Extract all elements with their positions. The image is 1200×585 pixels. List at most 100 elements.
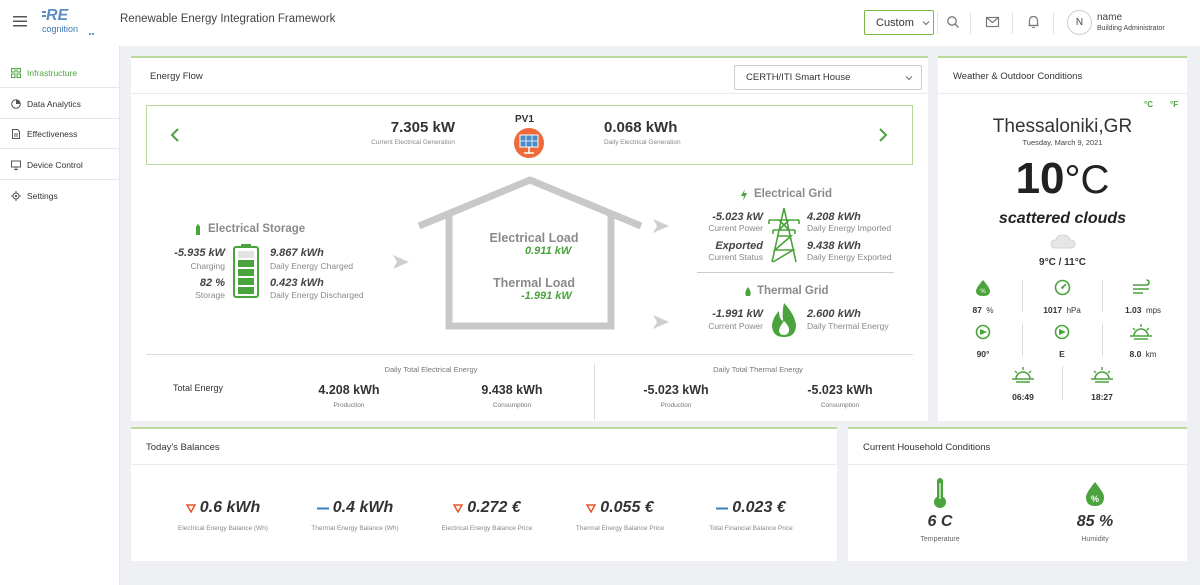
balance-item: 0.4 kWh Thermal Energy Balance (Wh)	[293, 499, 417, 532]
household-card: Current Household Conditions 6 C Tempera…	[848, 427, 1187, 561]
household-temperature-value: 6 C	[927, 513, 953, 530]
sunrise-value: 06:49	[1012, 392, 1034, 402]
trend-down-icon	[586, 503, 597, 513]
sidebar-item-label: Infrastructure	[27, 67, 78, 78]
pv-current-label: Current Electrical Generation	[371, 139, 455, 146]
weather-title: Weather & Outdoor Conditions	[953, 71, 1083, 82]
pv-daily-label: Daily Electrical Generation	[604, 139, 681, 146]
balance-value: 0.272 €	[467, 499, 521, 516]
grid-exported-label: Daily Energy Exported	[807, 252, 892, 262]
sidebar-item-label: Device Control	[27, 159, 83, 170]
battery-cell	[238, 260, 254, 267]
thermal-totals-title: Daily Total Thermal Energy	[713, 365, 803, 374]
site-select-value: CERTH/ITI Smart House	[746, 72, 851, 83]
sunrise-icon	[1012, 367, 1034, 383]
solar-panel-icon	[514, 128, 544, 158]
trend-down-icon	[185, 503, 196, 513]
svg-text:%: %	[980, 289, 986, 295]
sidebar-item-effectiveness[interactable]: Effectiveness	[0, 119, 120, 149]
sidebar-item-data-analytics[interactable]: Data Analytics	[0, 89, 120, 119]
humidity-drop-icon: %	[1086, 482, 1104, 506]
pv-current-value: 7.305 kW	[390, 119, 455, 136]
card-header: Energy Flow	[131, 58, 928, 94]
balance-item: 0.6 kWh Electrical Energy Balance (Wh)	[161, 499, 285, 532]
balance-item: 0.272 € Electrical Energy Balance Price	[425, 499, 549, 532]
visibility-unit: km	[1145, 350, 1157, 359]
weather-humidity: 87 %	[943, 300, 1023, 318]
balances-card: Today's Balances 0.6 kWh Electrical Ener…	[131, 427, 837, 561]
search-icon[interactable]	[945, 14, 961, 30]
celsius-toggle[interactable]: °C	[1144, 100, 1153, 109]
temperature-unit: °C	[1064, 158, 1110, 202]
flame-icon	[772, 303, 796, 337]
document-icon	[12, 128, 20, 139]
electrical-totals-title: Daily Total Electrical Energy	[384, 365, 478, 374]
view-select[interactable]: Custom	[864, 10, 934, 35]
wind-speed-unit: mps	[1145, 306, 1162, 315]
bell-icon[interactable]	[1026, 14, 1042, 30]
chevron-right-icon[interactable]	[877, 127, 889, 143]
mail-icon[interactable]	[985, 14, 1001, 30]
sidebar-item-settings[interactable]: Settings	[0, 181, 120, 211]
power-tower-icon	[768, 207, 800, 263]
elec-production-label: Production	[333, 402, 365, 409]
sidebar-item-device-control[interactable]: Device Control	[0, 150, 120, 180]
chevron-left-icon[interactable]	[169, 127, 181, 143]
flame-small-icon	[745, 287, 751, 296]
total-energy-label: Total Energy	[173, 383, 224, 393]
divider	[937, 12, 938, 34]
weather-date: Tuesday, March 9, 2021	[1022, 138, 1103, 147]
weather-min-max: 9°C / 11°C	[1039, 257, 1086, 268]
weather-card: Weather & Outdoor Conditions °C °F Thess…	[938, 56, 1187, 421]
weather-wind-speed: 1.03 mps	[1103, 300, 1183, 318]
balance-value: 0.055 €	[600, 499, 654, 516]
thermal-grid-energy-label: Daily Thermal Energy	[807, 321, 889, 331]
svg-text:cognition: cognition	[42, 24, 78, 34]
battery-icon	[233, 244, 259, 298]
user-name[interactable]: name	[1097, 12, 1123, 23]
battery-cell	[238, 251, 254, 258]
weather-sunset: 18:27	[1062, 387, 1142, 405]
sidebar-item-infrastructure[interactable]: Infrastructure	[0, 58, 120, 88]
house-outline-icon	[417, 176, 643, 330]
temperature-number: 10	[1015, 154, 1065, 203]
storage-charged-value: 9.867 kWh	[270, 247, 324, 259]
storage-charged-label: Daily Energy Charged	[270, 261, 354, 271]
grid-imported-label: Daily Energy Imported	[807, 223, 892, 233]
compass-icon	[1054, 324, 1070, 340]
balance-label: Electrical Energy Balance Price	[441, 525, 533, 532]
battery-cell	[238, 278, 254, 285]
balance-item: 0.023 € Total Financial Balance Price	[689, 499, 813, 532]
thermal-grid-power-value: -1.991 kW	[712, 308, 763, 320]
chevron-down-icon	[905, 75, 913, 80]
thermal-consumption-value: -5.023 kWh	[807, 383, 873, 397]
divider	[1062, 366, 1063, 400]
pv-daily-value: 0.068 kWh	[604, 119, 678, 136]
weather-sunrise: 06:49	[983, 387, 1063, 405]
weather-city: Thessaloniki,GR	[992, 116, 1133, 137]
avatar[interactable]: N	[1067, 10, 1092, 35]
card-header: Today's Balances	[131, 429, 837, 465]
storage-soc-label: Storage	[195, 290, 225, 300]
weather-visibility: 8.0 km	[1103, 344, 1183, 362]
weather-wind-direction: E	[1022, 344, 1102, 362]
storage-soc-value: 82 %	[199, 277, 225, 289]
elec-consumption-value: 9.438 kWh	[481, 383, 543, 397]
pv-panel-box: 7.305 kW Current Electrical Generation P…	[146, 105, 913, 165]
energy-flow-card: Energy Flow CERTH/ITI Smart House 7.305 …	[131, 56, 928, 421]
fahrenheit-toggle[interactable]: °F	[1170, 100, 1179, 109]
battery-cell	[238, 269, 254, 276]
grid-icon	[11, 67, 21, 78]
svg-text:RE: RE	[46, 7, 70, 24]
svg-text:%: %	[1091, 494, 1099, 504]
site-select[interactable]: CERTH/ITI Smart House	[734, 65, 922, 90]
divider	[146, 354, 913, 355]
logo[interactable]: RE cognition	[40, 6, 100, 38]
view-select-value: Custom	[876, 16, 914, 29]
gear-icon	[11, 191, 21, 201]
cloud-icon	[1050, 234, 1076, 249]
hamburger-menu-icon[interactable]	[12, 14, 30, 28]
thermal-production-value: -5.023 kWh	[643, 383, 709, 397]
elec-consumption-label: Consumption	[492, 402, 532, 409]
balance-value: 0.6 kWh	[199, 499, 261, 516]
